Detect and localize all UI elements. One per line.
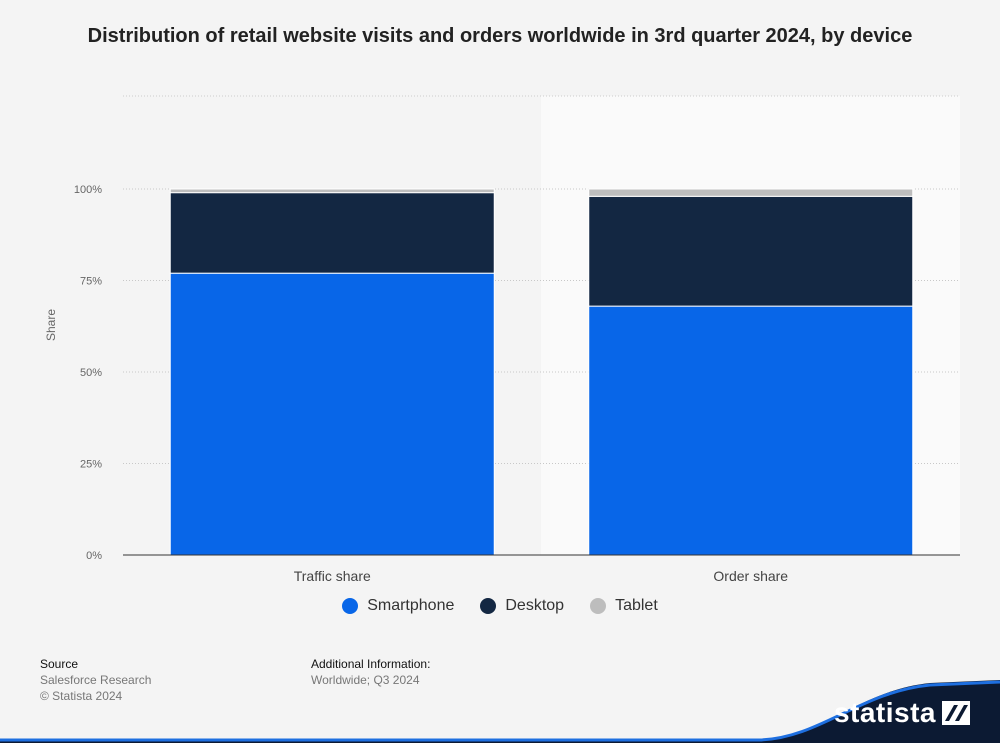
legend-label: Smartphone (367, 597, 455, 614)
legend-item-tablet[interactable]: Tablet (590, 597, 658, 615)
source-line-1: Salesforce Research (40, 673, 152, 687)
legend-marker (342, 598, 359, 614)
y-axis-title: Share (44, 309, 58, 341)
statista-logo-icon (942, 701, 970, 725)
legend-item-smartphone[interactable]: Smartphone (342, 597, 454, 615)
bar-smartphone-traffic[interactable] (169, 272, 495, 556)
y-tick-label: 75% (80, 276, 102, 288)
chart-legend: Smartphone Desktop Tablet (0, 597, 1000, 615)
bar-desktop-traffic[interactable] (169, 192, 495, 274)
legend-label: Desktop (505, 597, 565, 614)
legend-marker (480, 598, 497, 614)
bar-desktop-order[interactable] (588, 195, 914, 307)
y-tick-label: 50% (80, 367, 102, 379)
bar-tablet-traffic[interactable] (169, 188, 495, 194)
bar-smartphone-order[interactable] (588, 305, 914, 556)
chart-title: Distribution of retail website visits an… (87, 25, 913, 47)
y-tick-label: 100% (74, 184, 102, 196)
x-tick-label: Traffic share (294, 568, 371, 584)
source-block: Source Salesforce Research © Statista 20… (40, 656, 151, 704)
source-line-2: © Statista 2024 (40, 689, 123, 703)
legend-label: Tablet (615, 597, 658, 614)
statista-logo[interactable]: statista (834, 697, 970, 729)
additional-info-heading: Additional Information: (311, 657, 431, 671)
y-tick-label: 0% (86, 550, 102, 562)
legend-marker (590, 598, 607, 614)
logo-text: statista (833, 697, 936, 728)
additional-info-block: Additional Information: Worldwide; Q3 20… (311, 656, 430, 688)
additional-info-line: Worldwide; Q3 2024 (311, 673, 420, 687)
bar-tablet-order[interactable] (588, 188, 914, 197)
legend-item-desktop[interactable]: Desktop (480, 597, 564, 615)
x-tick-label: Order share (713, 568, 788, 584)
y-tick-label: 25% (80, 459, 102, 471)
source-heading: Source (40, 657, 79, 671)
